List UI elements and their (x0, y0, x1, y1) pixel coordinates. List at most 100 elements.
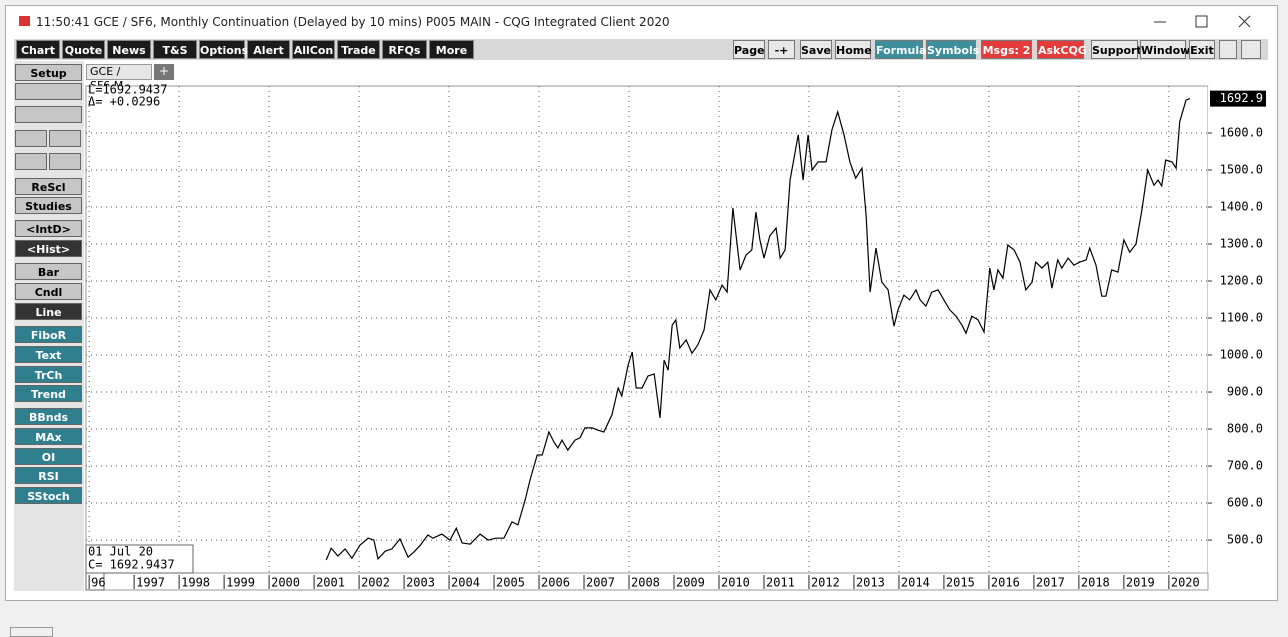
price-tag: 1692.9 (1220, 91, 1263, 105)
toolbar-button[interactable]: Chart (16, 40, 60, 59)
toolbar-button[interactable]: RFQs (382, 40, 427, 59)
toolbar-button[interactable]: Symbols (926, 40, 979, 59)
toolbar-button[interactable]: Msgs: 2 (981, 40, 1032, 59)
x-tick-label: 96 (91, 576, 105, 590)
x-tick-label: 2009 (676, 576, 705, 590)
sidebar-button[interactable]: Cndl (15, 283, 82, 300)
x-tick-label: 2011 (766, 576, 795, 590)
icon-button[interactable] (15, 153, 47, 170)
x-tick-label: 2001 (316, 576, 345, 590)
sidebar-button[interactable]: SStoch (15, 487, 82, 504)
app-icon (19, 16, 30, 26)
toolbar-button[interactable]: Trade (337, 40, 380, 59)
toolbar-button[interactable]: Options (199, 40, 248, 59)
x-tick-label: 2003 (406, 576, 435, 590)
sidebar-button[interactable]: Line (15, 303, 82, 320)
y-tick-label: 1200.0 (1220, 274, 1263, 288)
toolbar-button[interactable]: Alert (247, 40, 290, 59)
toolbar-button[interactable]: AskCQG (1037, 40, 1087, 59)
x-tick-label: 2015 (946, 576, 975, 590)
x-tick-label: 2002 (361, 576, 390, 590)
y-tick-label: 1600.0 (1220, 125, 1263, 139)
sidebar-button[interactable]: Trend (15, 385, 82, 402)
x-tick-label: 2008 (631, 576, 660, 590)
sidebar-button[interactable]: Studies (15, 197, 82, 214)
add-tab[interactable]: + (154, 64, 174, 80)
toolbar-button[interactable]: T&S (153, 40, 197, 59)
y-tick-label: 1000.0 (1220, 348, 1263, 362)
sidebar-button[interactable]: <Hist> (15, 240, 82, 257)
toolbar-button[interactable]: Formula (875, 40, 927, 59)
cursor-close: C= 1692.9437 (88, 558, 175, 572)
print-button[interactable] (15, 83, 82, 100)
x-tick-label: 2012 (811, 576, 840, 590)
x-tick-label: 2017 (1036, 576, 1065, 590)
toolbar-button[interactable]: -+ (768, 40, 795, 59)
last-label: L=1692.9437 (88, 83, 167, 97)
x-tick-label: 2018 (1081, 576, 1110, 590)
toolbar-button[interactable]: Exit (1189, 40, 1215, 59)
help-button[interactable] (1241, 40, 1261, 59)
window-title: 11:50:41 GCE / SF6, Monthly Continuation… (36, 15, 670, 29)
toolbar-button[interactable]: Save (800, 40, 832, 59)
x-tick-label: 2006 (541, 576, 570, 590)
sidebar-button[interactable]: <IntD> (15, 220, 82, 237)
corner-box (85, 572, 105, 591)
y-tick-label: 600.0 (1227, 496, 1263, 510)
icon-button[interactable] (49, 130, 81, 147)
x-tick-label: 2019 (1126, 576, 1155, 590)
sidebar-button[interactable]: OI (15, 448, 82, 465)
toolbar-button[interactable]: News (107, 40, 151, 59)
y-tick-label: 900.0 (1227, 385, 1263, 399)
y-tick-label: 1400.0 (1220, 200, 1263, 214)
plot-area (85, 85, 1209, 574)
toolbar-button[interactable]: AllCon (292, 40, 335, 59)
maximize[interactable] (1195, 15, 1208, 28)
y-tick-label: 500.0 (1227, 533, 1263, 547)
x-tick-label: 2000 (271, 576, 300, 590)
x-tick-label: 2010 (721, 576, 750, 590)
sidebar-button[interactable]: FiboR (15, 326, 82, 343)
icon-button[interactable] (15, 106, 82, 123)
window-icon-button[interactable] (1219, 40, 1237, 59)
x-tick-label: 2020 (1171, 576, 1200, 590)
icon-button[interactable] (15, 130, 47, 147)
y-tick-label: 1100.0 (1220, 311, 1263, 325)
price-tag-bg (1210, 90, 1266, 107)
price-line (325, 98, 1191, 561)
y-tick-label: 700.0 (1227, 459, 1263, 473)
x-tick-label: 2004 (451, 576, 480, 590)
cursor-box (85, 544, 194, 574)
toolbar-button[interactable]: Home (835, 40, 872, 59)
x-tick-label: 1998 (181, 576, 210, 590)
x-tick-label: 2014 (901, 576, 930, 590)
sidebar-button[interactable]: BBnds (15, 408, 82, 425)
sidebar-button[interactable]: TrCh (15, 366, 82, 383)
sidebar-button[interactable]: RSI (15, 467, 82, 484)
x-tick-label: 2013 (856, 576, 885, 590)
y-tick-label: 1300.0 (1220, 237, 1263, 251)
window-controls[interactable] (1140, 10, 1265, 34)
x-tick-label: 1999 (226, 576, 255, 590)
sidebar-button[interactable]: Text (15, 346, 82, 363)
close[interactable] (1238, 15, 1251, 28)
sidebar-button[interactable]: Setup (15, 64, 82, 81)
sidebar-button[interactable]: Bar (15, 263, 82, 280)
sidebar-button[interactable]: ReScl (15, 178, 82, 195)
y-tick-label: 800.0 (1227, 422, 1263, 436)
toolbar-button[interactable]: Page (733, 40, 765, 59)
toolbar-button[interactable]: Support (1091, 40, 1142, 59)
icon-button[interactable] (49, 153, 81, 170)
toolbar-button[interactable]: Window (1140, 40, 1190, 59)
x-tick-label: 2016 (991, 576, 1020, 590)
toolbar-button[interactable]: More (429, 40, 474, 59)
toolbar-button[interactable]: Quote (62, 40, 105, 59)
change-label: Δ= +0.0296 (88, 95, 160, 109)
y-axis-area (1208, 86, 1270, 573)
x-tick-label: 1997 (136, 576, 165, 590)
x-tick-label: 2005 (496, 576, 525, 590)
sidebar-button[interactable]: MAx (15, 428, 82, 445)
y-tick-label: 1500.0 (1220, 163, 1263, 177)
